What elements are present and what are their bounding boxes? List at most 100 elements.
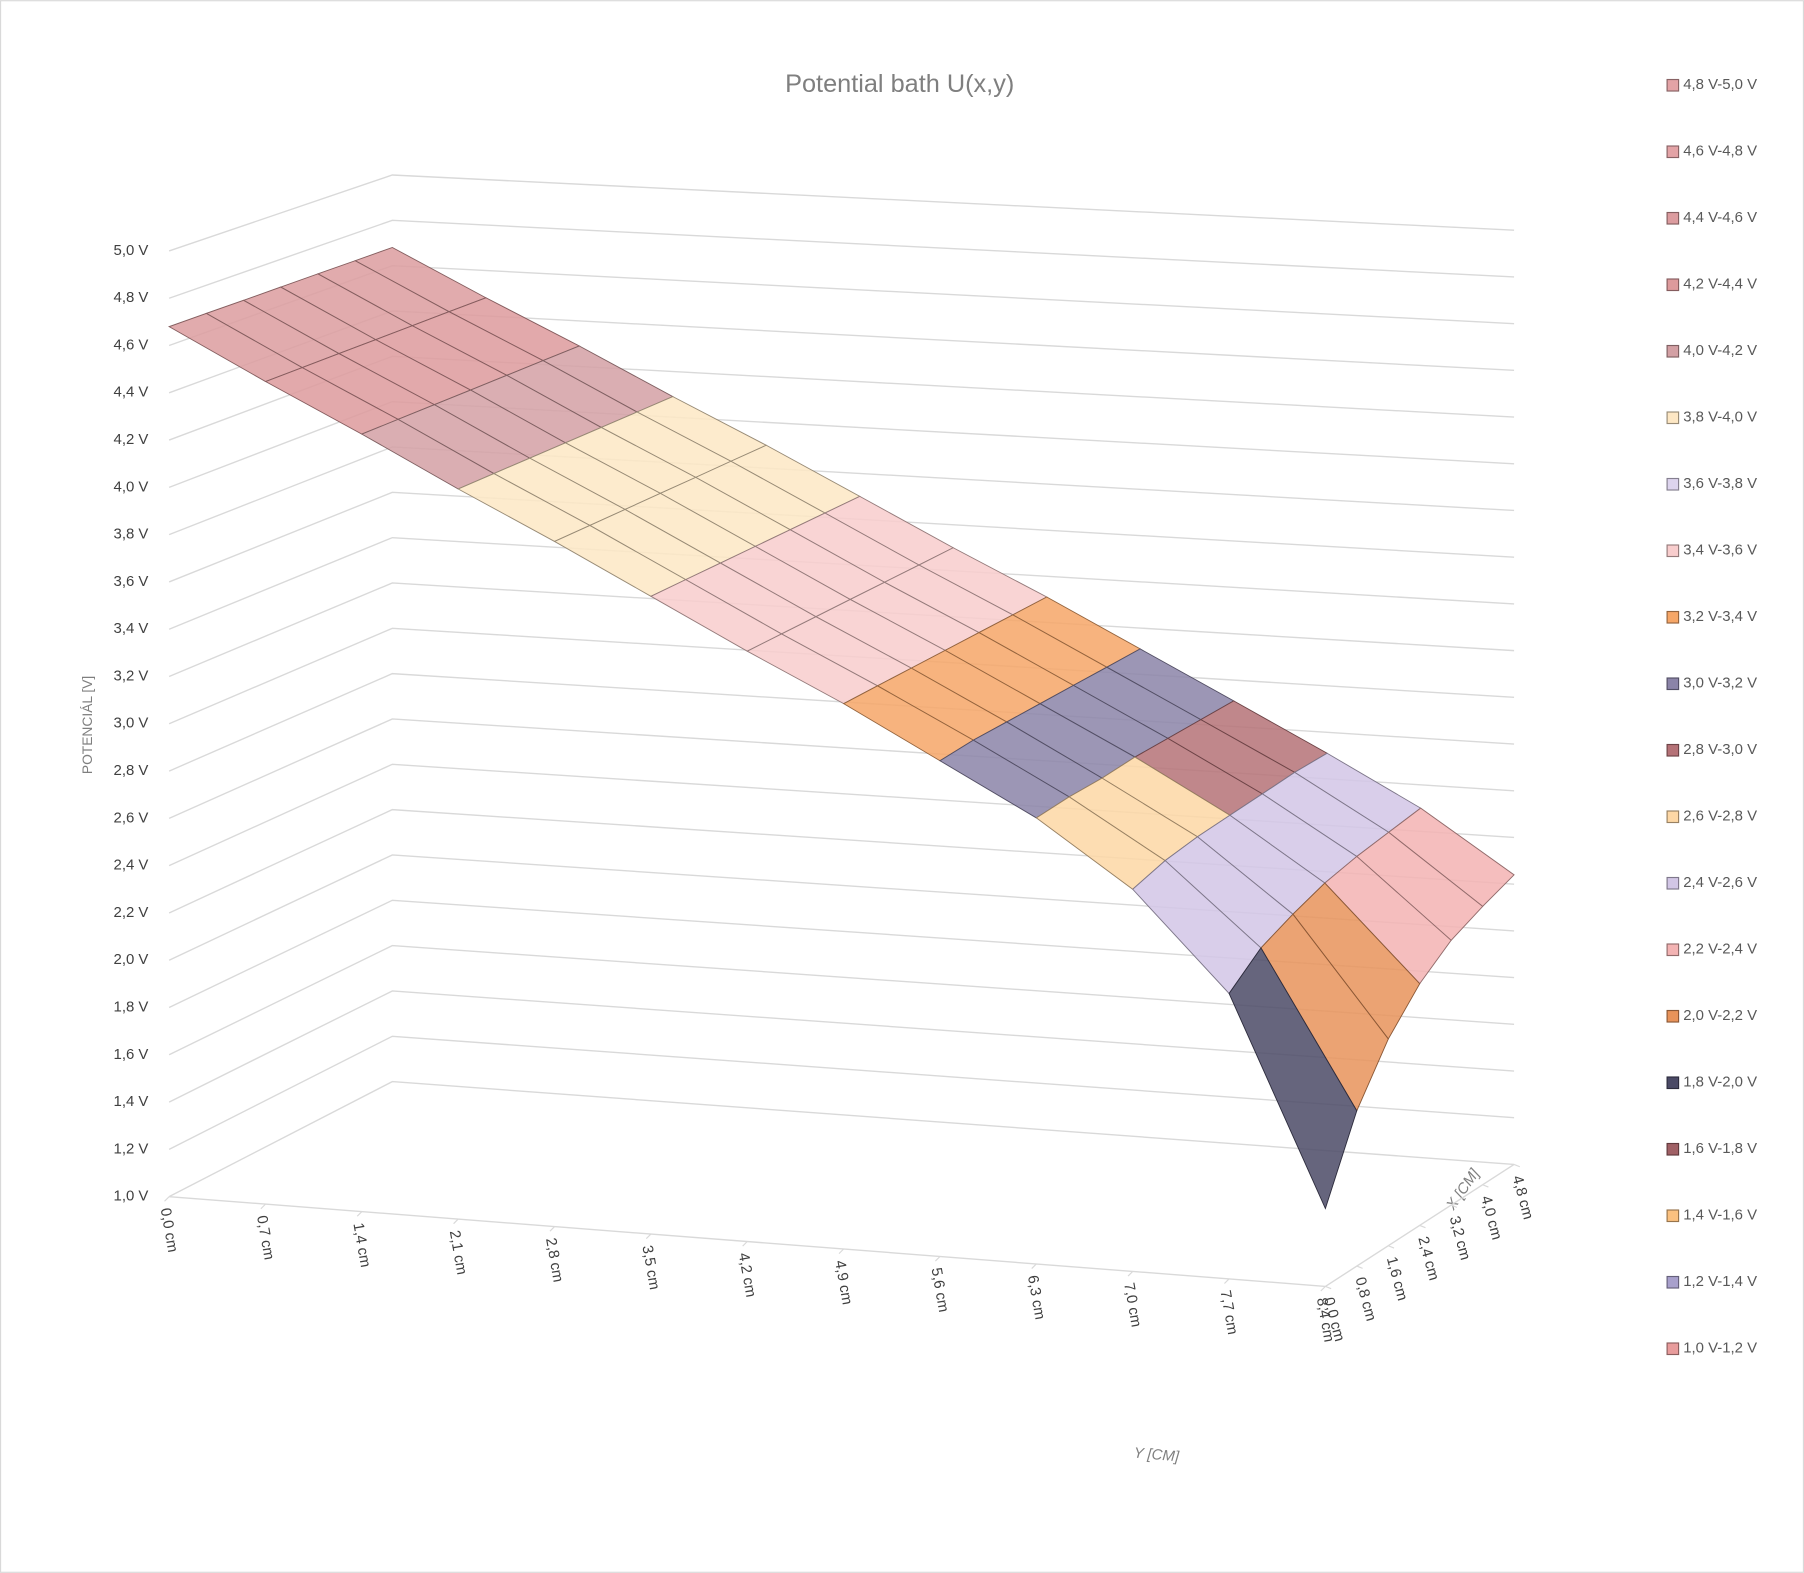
z-tick-label: 4,8 V <box>114 289 149 306</box>
grid-line <box>168 174 1515 252</box>
legend-swatch <box>1666 344 1680 358</box>
legend-swatch <box>1666 1076 1680 1090</box>
y-tick <box>453 1218 459 1225</box>
legend-swatch <box>1666 876 1680 890</box>
y-tick <box>1127 1271 1134 1277</box>
z-tick-label: 3,4 V <box>114 620 149 637</box>
legend-label: 1,4 V-1,6 V <box>1683 1207 1757 1224</box>
x-tick <box>1325 1285 1332 1290</box>
grid-line <box>168 536 1515 630</box>
z-tick-label: 3,2 V <box>114 667 149 684</box>
legend-label: 4,4 V-4,6 V <box>1683 209 1757 226</box>
legend-label: 1,8 V-2,0 V <box>1683 1074 1757 1091</box>
legend-label: 3,6 V-3,8 V <box>1683 475 1757 492</box>
z-tick-label: 1,6 V <box>114 1046 149 1063</box>
legend-swatch <box>1666 411 1680 425</box>
grid-line <box>168 582 1515 678</box>
legend-label: 3,8 V-4,0 V <box>1683 409 1757 426</box>
z-tick-label: 3,0 V <box>114 715 149 732</box>
y-tick <box>645 1233 652 1240</box>
grid-line <box>168 219 1515 299</box>
chart-title: Potential bath U(x,y) <box>785 70 1014 98</box>
legend-swatch <box>1666 1275 1680 1289</box>
y-tick <box>356 1211 363 1217</box>
legend-label: 2,4 V-2,6 V <box>1683 874 1757 891</box>
legend-label: 3,4 V-3,6 V <box>1683 542 1757 559</box>
legend-label: 4,2 V-4,4 V <box>1683 276 1757 293</box>
x-tick <box>1388 1245 1395 1249</box>
legend: 4,8 V-5,0 V 4,6 V-4,8 V 4,4 V-4,6 V 4,2 V-4… <box>1666 76 1757 1357</box>
z-tick-label: 4,0 V <box>114 478 149 495</box>
legend-swatch <box>1666 477 1680 491</box>
legend-label: 1,0 V-1,2 V <box>1683 1340 1757 1357</box>
z-tick-label: 4,2 V <box>114 431 149 448</box>
legend-swatch <box>1666 1209 1680 1223</box>
legend-swatch <box>1666 677 1680 691</box>
y-tick <box>164 1196 170 1202</box>
x-tick <box>1450 1204 1458 1208</box>
z-tick-label: 4,6 V <box>114 336 149 353</box>
legend-label: 1,6 V-1,8 V <box>1683 1140 1757 1157</box>
legend-label: 3,2 V-3,4 V <box>1683 608 1757 625</box>
z-tick-label: 1,4 V <box>114 1093 149 1110</box>
grid-line <box>168 944 1515 1056</box>
surface <box>168 246 1515 1210</box>
y-tick <box>934 1256 941 1262</box>
y-tick <box>260 1203 266 1210</box>
z-tick-label: 1,0 V <box>114 1188 149 1205</box>
z-tick-label: 1,8 V <box>114 998 149 1015</box>
z-tick-label: 3,6 V <box>114 573 149 590</box>
z-tick-label: 2,4 V <box>114 857 149 874</box>
legend-label: 2,2 V-2,4 V <box>1683 941 1757 958</box>
z-axis-title: POTENCIÁL [V] <box>79 676 95 774</box>
z-tick-label: 2,2 V <box>114 904 149 921</box>
x-tick <box>1356 1265 1363 1269</box>
legend-swatch <box>1666 610 1680 624</box>
legend-swatch <box>1666 1142 1680 1156</box>
z-tick-label: 3,8 V <box>114 526 149 543</box>
legend-label: 3,0 V-3,2 V <box>1683 675 1757 692</box>
legend-label: 2,8 V-3,0 V <box>1683 741 1757 758</box>
legend-swatch <box>1666 211 1680 225</box>
z-tick-label: 2,6 V <box>114 809 149 826</box>
z-tick-label: 4,4 V <box>114 384 149 401</box>
x-tick <box>1482 1184 1489 1188</box>
legend-label: 1,2 V-1,4 V <box>1683 1273 1757 1290</box>
legend-swatch <box>1666 1342 1680 1356</box>
surface-cell <box>1228 947 1358 1210</box>
z-tick-label: 2,0 V <box>114 951 149 968</box>
legend-swatch <box>1666 544 1680 558</box>
legend-label: 4,6 V-4,8 V <box>1683 143 1757 160</box>
x-tick <box>1513 1163 1521 1168</box>
legend-swatch <box>1666 810 1680 824</box>
legend-swatch <box>1666 78 1680 92</box>
grid-line <box>168 854 1515 961</box>
z-tick-label: 5,0 V <box>114 242 149 259</box>
y-axis-title: Y [CM] <box>1133 1445 1181 1466</box>
grid-line <box>168 1035 1515 1150</box>
y-tick <box>1320 1285 1326 1292</box>
legend-swatch <box>1666 1009 1680 1023</box>
grid-line <box>168 990 1515 1103</box>
y-tick <box>742 1241 748 1247</box>
legend-label: 2,0 V-2,2 V <box>1683 1007 1757 1024</box>
legend-label: 4,0 V-4,2 V <box>1683 342 1757 359</box>
legend-label: 2,6 V-2,8 V <box>1683 808 1757 825</box>
legend-swatch <box>1666 278 1680 292</box>
y-tick <box>1224 1278 1230 1284</box>
y-tick <box>549 1226 555 1232</box>
grid-line <box>168 1080 1515 1198</box>
legend-swatch <box>1666 145 1680 159</box>
x-tick <box>1419 1224 1426 1229</box>
grid-line <box>168 491 1515 583</box>
legend-swatch <box>1666 743 1680 757</box>
z-tick-label: 2,8 V <box>114 762 149 779</box>
legend-label: 4,8 V-5,0 V <box>1683 76 1757 93</box>
grid-line <box>168 899 1515 1009</box>
legend-swatch <box>1666 943 1680 957</box>
z-tick-label: 1,2 V <box>114 1140 149 1157</box>
y-tick <box>1031 1263 1037 1269</box>
